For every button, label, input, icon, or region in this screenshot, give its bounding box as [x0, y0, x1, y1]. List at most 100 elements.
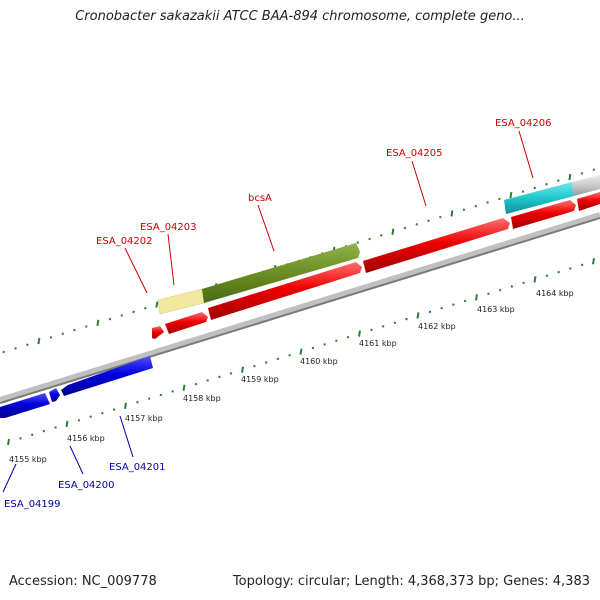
region-cyan[interactable]	[504, 182, 574, 214]
gene-ESA_04200b[interactable]	[49, 388, 60, 402]
upper-tick	[568, 173, 572, 181]
upper-tick	[73, 328, 76, 332]
scale-tick	[124, 402, 127, 410]
gene-next[interactable]	[577, 192, 600, 211]
scale-tick	[147, 397, 151, 400]
upper-tick	[356, 241, 359, 244]
scale-tick	[557, 270, 560, 274]
label-ESA_04203: ESA_04203	[140, 222, 197, 233]
upper-tick	[132, 310, 135, 314]
scale-tick	[101, 411, 104, 415]
upper-tick	[120, 314, 123, 317]
scale-tick	[405, 317, 408, 321]
scale-tick	[393, 321, 397, 324]
upper-tick	[368, 237, 371, 241]
scale-tick	[276, 357, 280, 361]
scale-tick	[381, 325, 385, 328]
region-pale-yellow[interactable]	[157, 288, 205, 315]
region-gray[interactable]	[572, 175, 600, 196]
scale-tick	[428, 310, 432, 314]
upper-tick	[427, 219, 430, 222]
upper-tick	[486, 201, 489, 204]
upper-tick	[403, 226, 407, 230]
label-ESA_04206: ESA_04206	[495, 118, 552, 129]
upper-tick	[380, 234, 383, 237]
upper-tick	[533, 186, 536, 190]
upper-tick	[474, 204, 477, 208]
upper-tick	[521, 190, 525, 193]
scale-label-4162: 4162 kbp	[418, 322, 456, 331]
scale-tick	[358, 330, 361, 337]
scale-label-4159: 4159 kbp	[241, 375, 279, 384]
accession-text: Accession: NC_009778	[9, 574, 157, 589]
upper-tick	[14, 347, 17, 350]
scale-label-4158: 4158 kbp	[183, 394, 221, 403]
scale-tick	[77, 419, 81, 422]
upper-tick	[108, 317, 112, 321]
gene-ESA_04202[interactable]	[152, 326, 164, 339]
scale-tick	[288, 353, 291, 357]
upper-tick	[557, 179, 560, 182]
scale-tick	[19, 437, 22, 440]
gene-ESA_04200[interactable]	[0, 393, 50, 418]
upper-tick	[2, 350, 5, 354]
upper-tick	[37, 337, 41, 345]
region-olive[interactable]	[202, 243, 360, 303]
scale-tick	[42, 429, 46, 433]
gene-bcsA[interactable]	[208, 262, 362, 320]
upper-tick	[592, 168, 595, 171]
scale-tick	[7, 438, 10, 446]
label-ESA_04202: ESA_04202	[96, 236, 153, 247]
scale-tick	[475, 294, 478, 301]
scale-tick	[136, 400, 139, 404]
scale-tick	[580, 263, 584, 267]
label-leaders	[2, 130, 534, 493]
upper-tick	[415, 223, 418, 226]
upper-tick	[49, 336, 53, 339]
upper-tick	[155, 301, 159, 308]
scale-tick	[592, 258, 595, 265]
scale-label-4160: 4160 kbp	[300, 357, 338, 366]
scale-tick	[323, 343, 326, 346]
scale-tick	[452, 303, 455, 306]
scale-tick	[498, 288, 502, 292]
scale-tick	[218, 375, 221, 379]
upper-tick	[26, 343, 29, 346]
scale-label-4161: 4161 kbp	[359, 339, 397, 348]
gene-ESA_04206[interactable]	[511, 200, 576, 229]
upper-tick	[391, 228, 395, 235]
forward-lane	[152, 192, 600, 339]
scale-tick	[182, 384, 186, 391]
scale-label-4155: 4155 kbp	[9, 455, 47, 464]
label-ESA_04200: ESA_04200	[58, 480, 115, 491]
label-bcsA: bcsA	[248, 193, 272, 204]
upper-tick	[439, 215, 442, 219]
scale-tick-row	[7, 258, 595, 446]
scale-tick	[253, 364, 256, 368]
upper-tick	[85, 325, 88, 328]
gene-ESA_04201[interactable]	[61, 356, 153, 396]
scale-tick	[89, 415, 92, 418]
scale-tick	[370, 328, 373, 332]
scale-tick	[335, 339, 338, 343]
scale-tick	[229, 372, 233, 375]
upper-tick	[61, 332, 64, 336]
scale-tick	[533, 276, 537, 283]
scale-tick	[30, 433, 34, 437]
upper-tick	[580, 172, 584, 175]
reverse-lane	[0, 356, 153, 418]
scale-tick	[194, 382, 198, 386]
upper-tick	[498, 197, 501, 201]
scale-tick	[171, 390, 174, 393]
scale-tick	[112, 408, 116, 411]
scale-tick	[206, 379, 209, 382]
scale-tick	[299, 348, 303, 355]
gene-ESA_04205[interactable]	[363, 218, 510, 273]
scale-label-4157: 4157 kbp	[125, 414, 163, 423]
upper-tick	[545, 183, 548, 186]
upper-tick	[462, 208, 466, 212]
scale-tick	[569, 267, 572, 270]
scale-tick	[440, 306, 443, 310]
gene-ESA_04203[interactable]	[165, 312, 208, 334]
